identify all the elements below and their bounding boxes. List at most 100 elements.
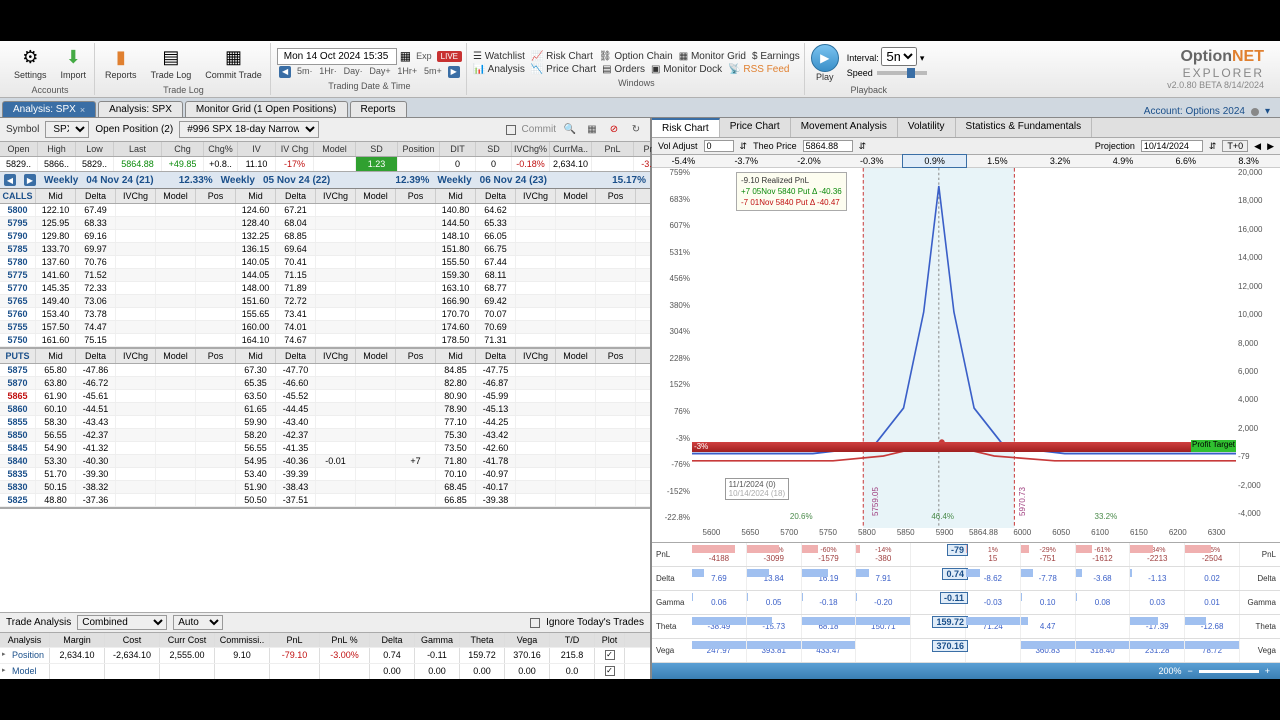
right-tab[interactable]: Statistics & Fundamentals — [956, 118, 1093, 137]
chain-row[interactable]: 5750161.6075.15 164.1074.67 178.5071.31 — [0, 334, 650, 347]
account-label[interactable]: Account: Options 2024▾ — [1144, 106, 1280, 117]
pricechart-link[interactable]: 📉 Price Chart — [531, 64, 596, 75]
tradelog-button[interactable]: ▤ Trade Log — [147, 44, 196, 82]
right-tab[interactable]: Price Chart — [720, 118, 791, 137]
nav-next-icon[interactable]: ▶ — [1267, 141, 1274, 152]
chain-row[interactable]: 5765149.4073.06 151.6072.72 166.9069.42 — [0, 295, 650, 308]
nav-next-icon[interactable]: ▶ — [24, 174, 36, 186]
chain-row[interactable]: 586561.90-45.61 63.50-45.52 80.90-45.99 — [0, 390, 650, 403]
tf-link[interactable]: 5m· — [295, 66, 315, 76]
chain-row[interactable]: 584053.30-40.30 54.95-40.36-0.01 +771.80… — [0, 455, 650, 468]
play-button[interactable]: ▶ — [811, 44, 839, 72]
chain-row[interactable]: 585056.55-42.37 58.20-42.37 75.30-43.42 — [0, 429, 650, 442]
earnings-link[interactable]: $ Earnings — [752, 51, 800, 62]
chain-row[interactable]: 5800122.1067.49 124.6067.21 140.8064.62 — [0, 204, 650, 217]
commit-icon: ▦ — [222, 46, 246, 70]
chain-row[interactable]: 586060.10-44.51 61.65-44.45 78.90-45.13 — [0, 403, 650, 416]
tf-link[interactable]: Day+ — [367, 66, 392, 76]
trading-date-input[interactable] — [277, 48, 397, 65]
right-tab[interactable]: Volatility — [898, 118, 956, 137]
monitordock-link[interactable]: ▣ Monitor Dock — [651, 64, 722, 75]
chain-row[interactable]: 5785133.7069.97 136.1569.64 151.8066.75 — [0, 243, 650, 256]
close-icon[interactable]: ⊘ — [606, 122, 622, 138]
nav-prev-icon[interactable]: ◀ — [4, 174, 16, 186]
settings-button[interactable]: ⚙ Settings — [10, 44, 51, 82]
chain-row[interactable]: 5790129.8069.16 132.2568.85 148.1066.05 — [0, 230, 650, 243]
chain-row[interactable]: 585558.30-43.43 59.90-43.40 77.10-44.25 — [0, 416, 650, 429]
chain-row[interactable]: 5780137.6070.76 140.0570.41 155.5067.44 — [0, 256, 650, 269]
optionchain-link[interactable]: ⛓ Option Chain — [599, 51, 673, 62]
chain-row[interactable]: 587565.80-47.86 67.30-47.70 84.85-47.75 — [0, 364, 650, 377]
tf-link[interactable]: 1Hr+ — [395, 66, 419, 76]
plot-checkbox[interactable] — [605, 666, 615, 676]
rssfeed-link[interactable]: 📡 RSS Feed — [728, 64, 789, 75]
import-button[interactable]: ⬇ Import — [57, 44, 91, 82]
projection-box: 11/1/2024 (0) 10/14/2024 (18) — [725, 478, 790, 500]
stepper-icon[interactable]: ⇵ — [859, 141, 867, 152]
chain-row[interactable]: 5760153.4073.78 155.6573.41 170.7070.07 — [0, 308, 650, 321]
tab[interactable]: Analysis: SPX× — [2, 101, 96, 117]
theo-price-input[interactable] — [803, 140, 853, 152]
riskchart-link[interactable]: 📈 Risk Chart — [531, 51, 593, 62]
close-icon[interactable]: × — [80, 105, 85, 115]
nav-prev-icon[interactable]: ◀ — [279, 66, 291, 78]
tf-link[interactable]: 1Hr· — [317, 66, 339, 76]
commit-checkbox[interactable] — [506, 125, 516, 135]
chain-row[interactable]: 5755157.5074.47 160.0074.01 174.6070.69 — [0, 321, 650, 334]
ta-combined-select[interactable]: Combined — [77, 615, 167, 630]
symbol-select[interactable]: SPX — [45, 121, 89, 138]
exp-link[interactable]: Exp — [414, 51, 434, 61]
ta-row[interactable]: Position2,634.10-2,634.102,555.009.10-79… — [0, 647, 650, 663]
chain-row[interactable]: 582548.80-37.36 50.50-37.51 66.85-39.38 — [0, 494, 650, 507]
tab[interactable]: Analysis: SPX — [98, 101, 183, 117]
calendar-icon[interactable]: ▦ — [400, 49, 411, 63]
risk-chart[interactable]: 759%683%607%531%456%380%304%228%152%76%-… — [652, 168, 1280, 543]
ta-row[interactable]: Model0.000.000.000.000.0 — [0, 663, 650, 679]
loss-band: -3% — [692, 442, 1236, 452]
interval-select[interactable]: 5m — [881, 47, 917, 66]
y-axis-right: 20,00018,00016,00014,00012,00010,0008,00… — [1236, 168, 1280, 542]
plot-checkbox[interactable] — [605, 650, 615, 660]
monitorgrid-link[interactable]: ▦ Monitor Grid — [679, 51, 746, 62]
zoom-in-icon[interactable]: + — [1265, 666, 1270, 676]
chain-row[interactable]: 5775141.6071.52 144.0571.15 159.3068.11 — [0, 269, 650, 282]
chain-row[interactable]: 584554.90-41.32 56.55-41.35 73.50-42.60 — [0, 442, 650, 455]
right-tab[interactable]: Risk Chart — [652, 118, 720, 137]
orders-link[interactable]: ▤ Orders — [602, 64, 645, 75]
stepper-icon[interactable]: ⇵ — [1209, 141, 1217, 152]
vol-adjust-input[interactable] — [704, 140, 734, 152]
nav-prev-icon[interactable]: ◀ — [1254, 141, 1261, 152]
tf-link[interactable]: Day· — [342, 66, 365, 76]
projection-date-input[interactable] — [1141, 140, 1203, 152]
reports-button[interactable]: ▮ Reports — [101, 44, 141, 82]
position-name-select[interactable]: #996 SPX 18-day Narrow Cal — [179, 121, 319, 138]
logo: OptionNET EXPLORER v2.0.80 BETA 8/14/202… — [1167, 48, 1274, 90]
tab[interactable]: Monitor Grid (1 Open Positions) — [185, 101, 348, 117]
t0-button[interactable]: T+0 — [1222, 140, 1248, 152]
chain-row[interactable]: 5770145.3572.33 148.0071.89 163.1068.77 — [0, 282, 650, 295]
commit-trade-button[interactable]: ▦ Commit Trade — [201, 44, 266, 82]
analysis-link[interactable]: 📊 Analysis — [473, 64, 525, 75]
chain-row[interactable]: 583551.70-39.30 53.40-39.39 70.10-40.97 — [0, 468, 650, 481]
watchlist-link[interactable]: ☰ Watchlist — [473, 51, 525, 62]
chain-row[interactable]: 587063.80-46.72 65.35-46.60 82.80-46.87 — [0, 377, 650, 390]
chevron-down-icon[interactable]: ▾ — [1265, 106, 1270, 117]
chevron-down-icon[interactable]: ▾ — [920, 53, 925, 63]
right-tab[interactable]: Movement Analysis — [791, 118, 898, 137]
ta-auto-select[interactable]: Auto — [173, 615, 223, 630]
stepper-icon[interactable]: ⇵ — [740, 141, 748, 152]
speed-slider[interactable] — [877, 71, 927, 75]
open-position-link[interactable]: Open Position (2) — [95, 124, 173, 135]
zoom-out-icon[interactable]: − — [1187, 666, 1192, 676]
grid-icon[interactable]: ▦ — [584, 122, 600, 138]
chain-row[interactable]: 583050.15-38.32 51.90-38.43 68.45-40.17 — [0, 481, 650, 494]
tf-link[interactable]: 5m+ — [422, 66, 444, 76]
tab[interactable]: Reports — [350, 101, 407, 117]
option-chain-body[interactable]: 5800122.1067.49 124.6067.21 140.8064.62 … — [0, 204, 650, 612]
zoom-icon[interactable]: 🔍 — [562, 122, 578, 138]
ignore-today-checkbox[interactable] — [530, 618, 540, 628]
zoom-slider[interactable] — [1199, 670, 1259, 673]
refresh-icon[interactable]: ↻ — [628, 122, 644, 138]
chain-row[interactable]: 5795125.9568.33 128.4068.04 144.5065.33 — [0, 217, 650, 230]
nav-next-icon[interactable]: ▶ — [448, 66, 460, 78]
